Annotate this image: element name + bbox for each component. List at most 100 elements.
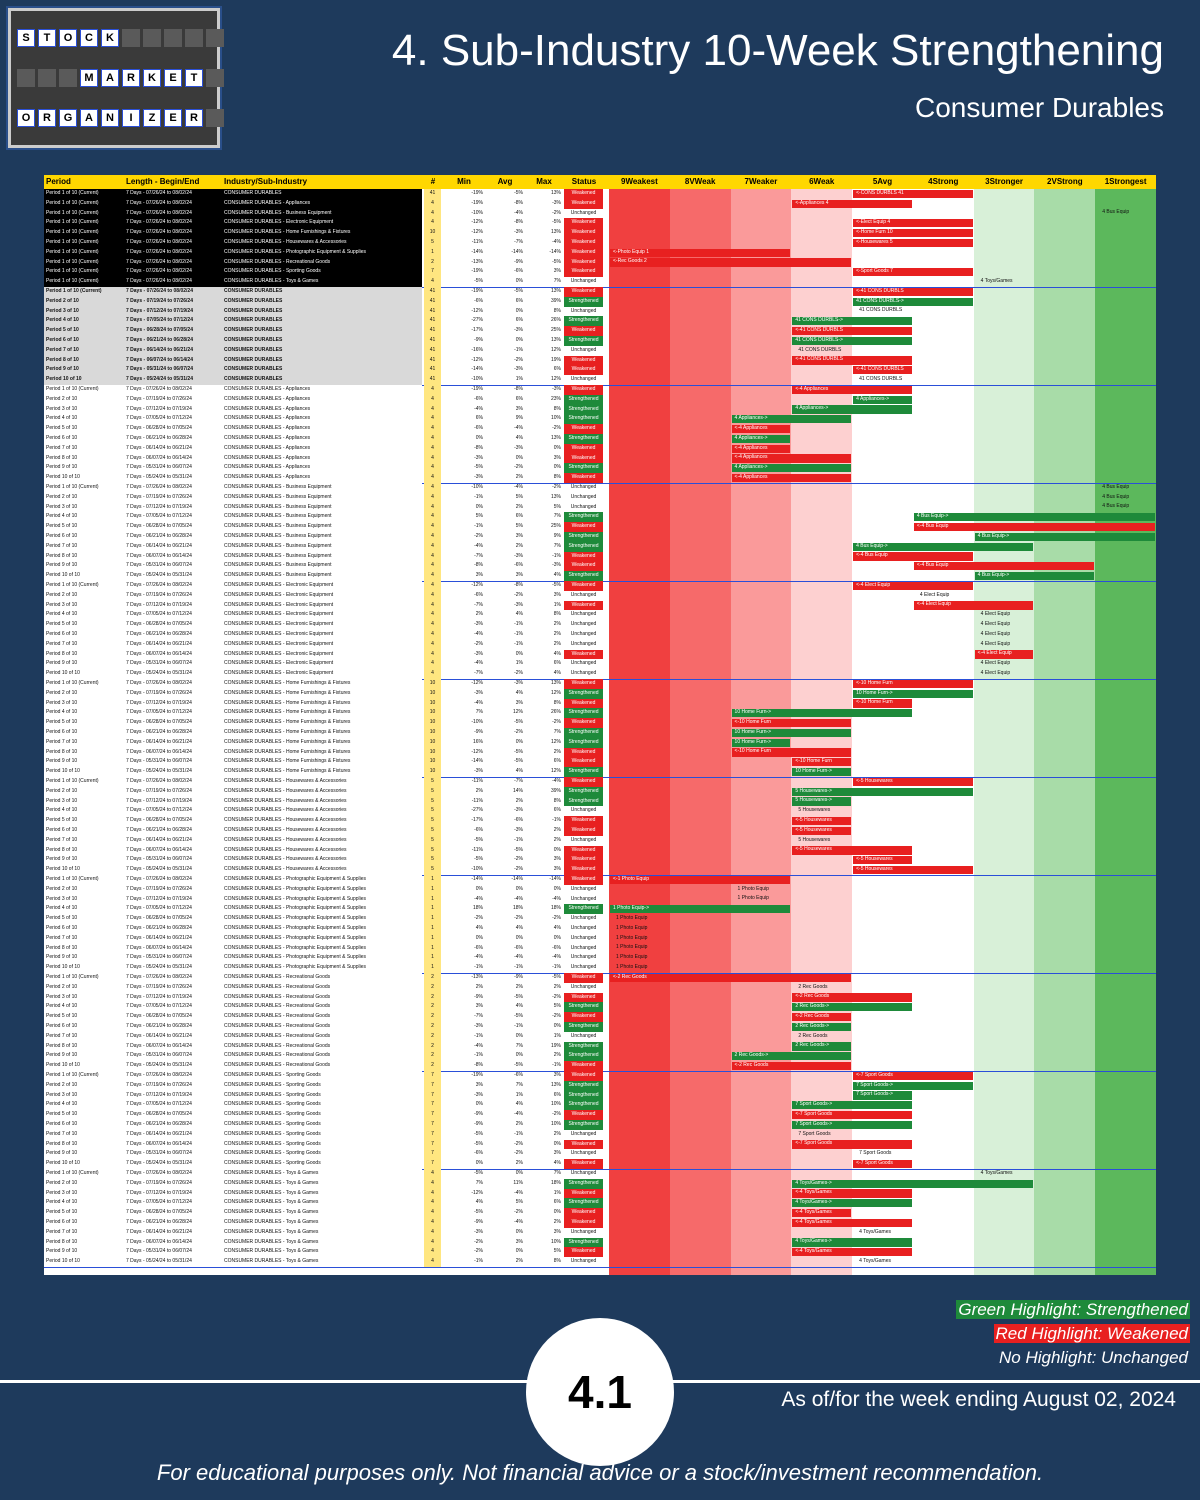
- cell: 6%: [475, 415, 483, 422]
- cell: CONSUMER DURABLES - Housewares & Accesso…: [224, 866, 347, 873]
- cell: Period 1 of 10 (Current): [46, 1170, 99, 1176]
- cell: Period 3 of 10: [46, 1091, 78, 1098]
- col-header: Min: [457, 177, 471, 186]
- cell: -14%: [511, 248, 523, 255]
- logo-letter: T: [38, 29, 56, 47]
- strength-tag: 2 Rec Goods: [798, 983, 828, 990]
- cell: CONSUMER DURABLES - Business Equipment: [224, 513, 332, 520]
- cell: CONSUMER DURABLES - Photographic Equipme…: [224, 876, 367, 882]
- cell: -3%: [474, 454, 483, 461]
- cell: 7 Days - 07/26/24 to 08/02/24: [126, 1170, 192, 1176]
- cell: -19%: [471, 288, 483, 294]
- strength-tag: 2 Rec Goods->: [731, 1052, 852, 1061]
- table-row: Period 5 of 10 7 Days - 06/28/24 to 07/05…: [44, 424, 1156, 434]
- cell: 6%: [515, 297, 523, 304]
- cell: Period 4 of 10: [46, 513, 78, 520]
- cell: 7 Days - 05/31/24 to 06/07/24: [126, 562, 192, 569]
- cell: Period 6 of 10: [46, 435, 78, 441]
- row-label-bg: [44, 375, 422, 385]
- cell: Period 4 of 10: [46, 611, 78, 618]
- cell: 7 Days - 07/19/24 to 07/26/24: [126, 787, 192, 794]
- strength-tag: 41 CONS DURBLS: [859, 307, 903, 314]
- cell: -1%: [552, 1062, 561, 1069]
- cell: 2%: [553, 983, 561, 990]
- table-row: Period 10 of 10 7 Days - 05/24/24 to 05/3…: [44, 865, 1156, 875]
- cell: 6%: [553, 807, 561, 814]
- cell: Period 1 of 10 (Current): [46, 258, 99, 265]
- strength-tag: 4 Elect Equip: [919, 591, 950, 598]
- cell: 7 Days - 05/24/24 to 05/31/24: [126, 866, 192, 873]
- cell: 3%: [515, 572, 523, 579]
- table-row: Period 5 of 10 7 Days - 06/28/24 to 07/05…: [44, 816, 1156, 826]
- cell: -5%: [514, 1013, 523, 1020]
- status-badge: Strengthened: [564, 1080, 603, 1091]
- strength-tag: 2 Rec Goods->: [792, 1003, 912, 1012]
- cell: 10: [424, 228, 441, 238]
- cell: 6%: [553, 1091, 561, 1098]
- table-row: Period 3 of 10 7 Days - 07/12/24 to 07/19…: [44, 796, 1156, 807]
- strength-tag: 4 Elect Equip: [980, 620, 1011, 627]
- cell: 3%: [553, 856, 561, 863]
- cell: Period 3 of 10: [46, 601, 78, 608]
- row-label-bg: [44, 1041, 422, 1052]
- status-badge: Weakened: [564, 326, 603, 336]
- cell: 5: [424, 816, 441, 826]
- cell: -3%: [514, 827, 523, 833]
- cell: 7 Days - 06/21/24 to 06/28/24: [126, 925, 192, 931]
- table-row: Period 8 of 10 7 Days - 06/07/24 to 06/14…: [44, 551, 1156, 562]
- cell: -10%: [471, 209, 483, 216]
- status-badge: Weakened: [564, 1218, 603, 1228]
- cell: CONSUMER DURABLES - Home Furnishings & F…: [224, 719, 351, 726]
- cell: CONSUMER DURABLES - Housewares & Accesso…: [224, 797, 347, 804]
- logo-letter: I: [122, 109, 140, 127]
- cell: Period 8 of 10: [46, 454, 78, 461]
- cell: 7%: [515, 1081, 523, 1088]
- strength-tag: <-Elect Equip 4: [853, 219, 973, 228]
- cell: 10: [424, 737, 441, 748]
- table-row: Period 5 of 10 7 Days - 06/28/24 to 07/05…: [44, 522, 1156, 532]
- status-badge: Strengthened: [564, 1041, 603, 1052]
- cell: 7 Days - 06/21/24 to 06/28/24: [126, 1121, 192, 1127]
- cell: CONSUMER DURABLES - Recreational Goods: [224, 1013, 331, 1020]
- cell: CONSUMER DURABLES - Appliances: [224, 395, 311, 402]
- cell: 12%: [512, 709, 523, 716]
- cell: -12%: [471, 229, 483, 236]
- strength-tag: <-4 Appliances: [792, 385, 912, 394]
- logo-letter: R: [185, 109, 203, 127]
- cell: CONSUMER DURABLES - Home Furnishings & F…: [224, 709, 351, 716]
- cell: -5%: [514, 190, 523, 196]
- cell: CONSUMER DURABLES - Housewares & Accesso…: [224, 846, 347, 853]
- cell: -14%: [471, 366, 483, 373]
- cell: Period 2 of 10: [46, 1081, 78, 1088]
- cell: 2: [424, 1051, 441, 1062]
- table-row: Period 7 of 10 7 Days - 06/14/24 to 06/21…: [44, 639, 1156, 650]
- cell: -3%: [514, 444, 523, 451]
- cell: -4%: [474, 954, 483, 961]
- row-label-bg: [44, 414, 422, 425]
- cell: -12%: [471, 219, 483, 226]
- row-label-bg: [44, 610, 422, 621]
- strength-tag: <-10 Home Furn: [731, 718, 852, 728]
- cell: 6%: [515, 513, 523, 520]
- row-label-bg: [44, 914, 422, 924]
- status-badge: Unchanged: [570, 1032, 597, 1039]
- row-label-bg: [44, 1178, 422, 1189]
- strength-tag: 1 Photo Equip: [616, 914, 648, 921]
- cell: Period 2 of 10: [46, 787, 78, 794]
- cell: -3%: [552, 199, 561, 206]
- cell: 0%: [475, 934, 483, 941]
- strength-tag: <-Appliances 4: [792, 199, 912, 208]
- row-label-bg: [44, 904, 422, 915]
- table-row: Period 1 of 10 (Current) 7 Days - 07/26/2…: [44, 208, 1156, 219]
- cell: -9%: [514, 974, 523, 980]
- row-label-bg: [44, 1218, 422, 1228]
- table-row: Period 1 of 10 (Current) 7 Days - 07/26/2…: [44, 238, 1156, 248]
- cell: 0%: [515, 1052, 523, 1059]
- cell: -5%: [552, 219, 561, 226]
- row-label-bg: [44, 1110, 422, 1120]
- page-subtitle: Consumer Durables: [915, 92, 1164, 123]
- cell: 12%: [550, 346, 561, 353]
- status-badge: Weakened: [564, 679, 603, 689]
- status-badge: Weakened: [564, 453, 603, 464]
- status-badge: Unchanged: [570, 278, 597, 285]
